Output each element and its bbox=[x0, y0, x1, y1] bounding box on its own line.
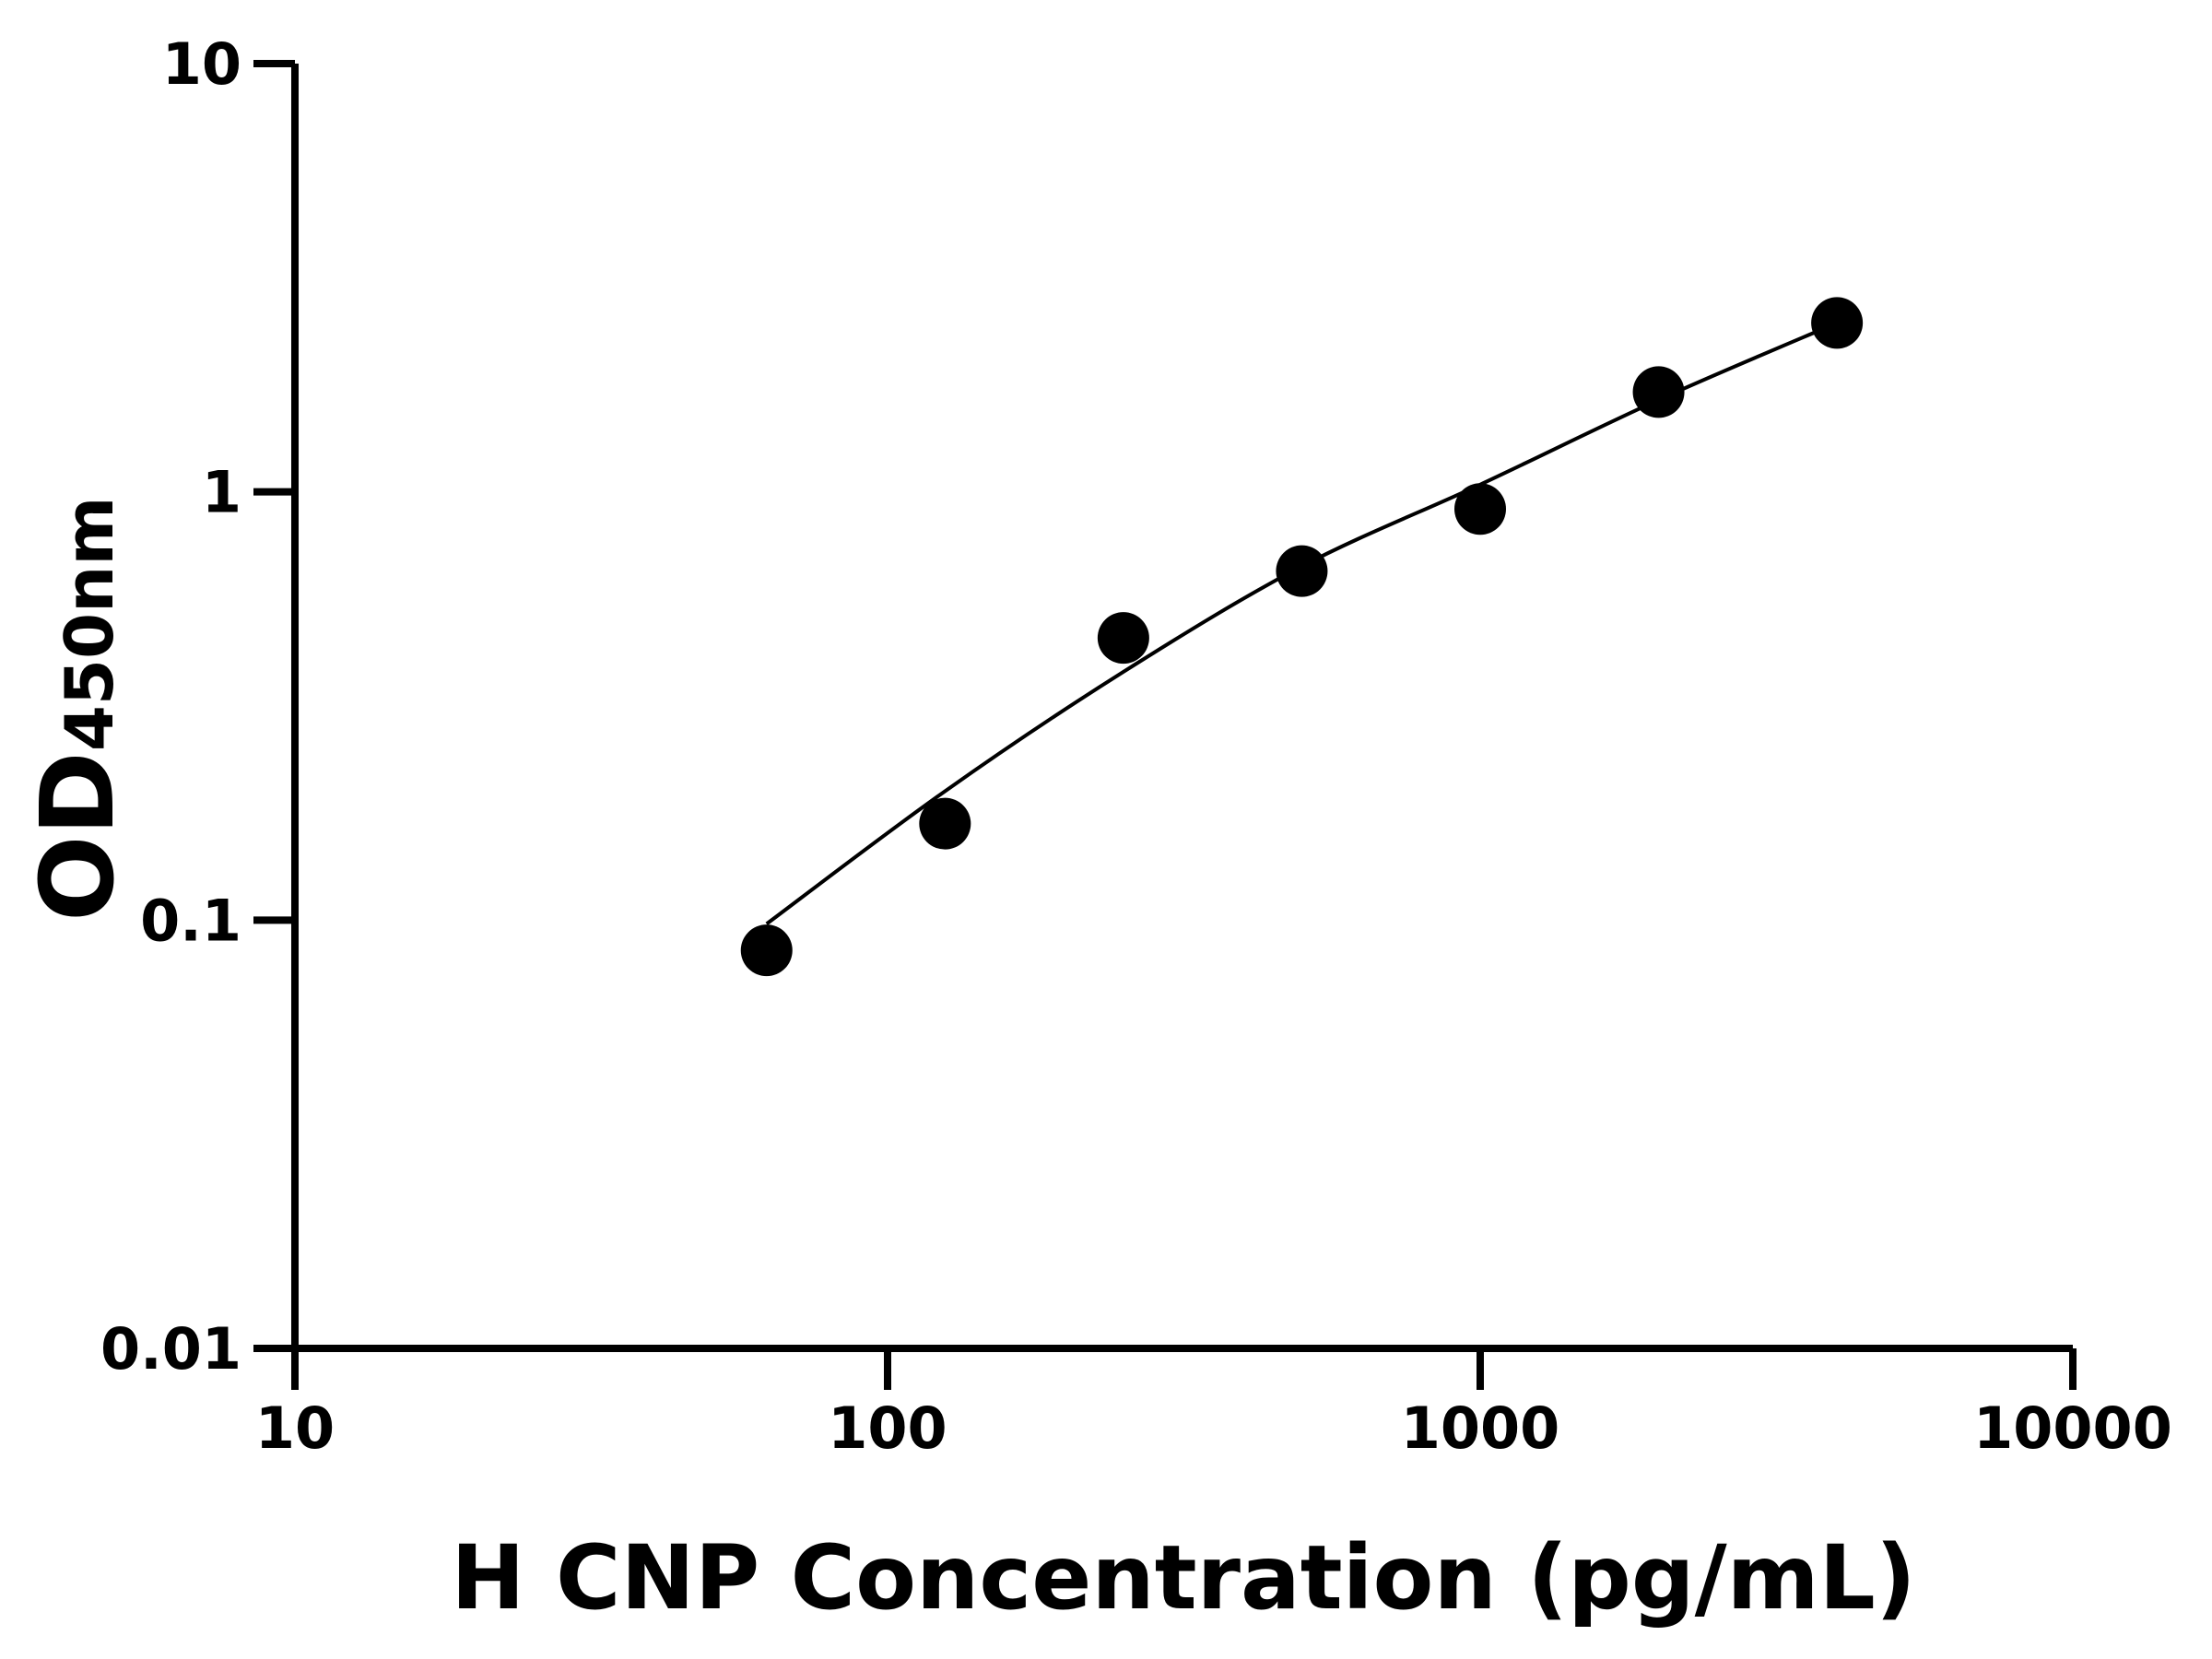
x-tick-label: 10 bbox=[255, 1394, 335, 1462]
data-point bbox=[1632, 366, 1685, 418]
y-axis-label: OD450nm bbox=[18, 497, 136, 922]
y-axis-label-main: OD bbox=[18, 751, 136, 922]
data-point bbox=[1276, 545, 1328, 597]
y-tick-label: 10 bbox=[162, 30, 241, 98]
data-point bbox=[1097, 612, 1149, 665]
data-point bbox=[919, 797, 971, 850]
x-tick-label: 100 bbox=[828, 1394, 947, 1462]
x-tick-label: 10000 bbox=[1973, 1394, 2172, 1462]
y-tick-label: 1 bbox=[202, 459, 241, 526]
data-point bbox=[1811, 297, 1864, 349]
data-points bbox=[740, 297, 1864, 977]
y-tick-label: 0.1 bbox=[140, 887, 241, 954]
data-point bbox=[740, 924, 793, 977]
axes bbox=[291, 64, 2073, 1352]
data-point bbox=[1454, 483, 1506, 535]
x-tick-label: 1000 bbox=[1401, 1394, 1560, 1462]
y-axis-label-subscript: 450nm bbox=[51, 497, 128, 752]
y-tick-label: 0.01 bbox=[100, 1315, 241, 1382]
ticks: 10 100 1000 10000 0.01 0.1 1 10 bbox=[100, 30, 2172, 1462]
x-axis-label: H CNP Concentration (pg/mL) bbox=[451, 1526, 1915, 1630]
